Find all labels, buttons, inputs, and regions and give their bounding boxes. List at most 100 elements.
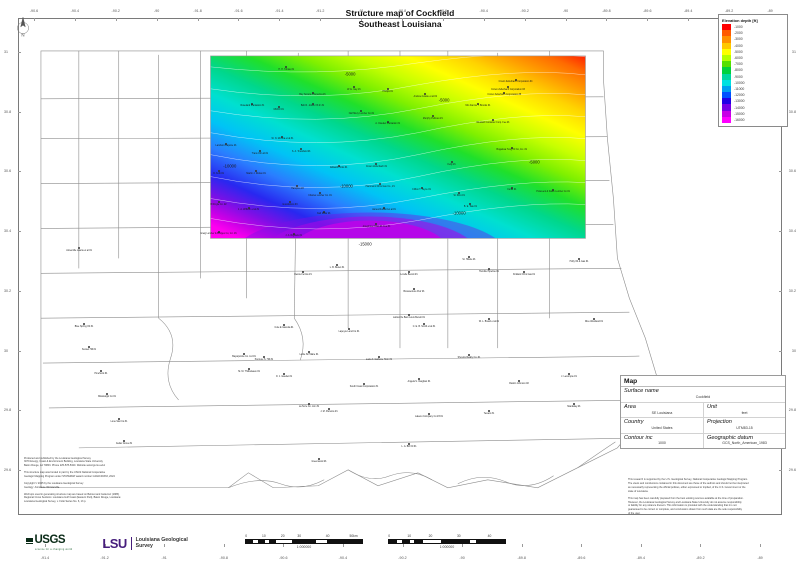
well-point-marker[interactable] [360, 109, 363, 112]
well-point-marker[interactable] [363, 383, 365, 385]
well-point-marker[interactable] [251, 102, 254, 105]
axis-tick-label: -91.8 [193, 9, 202, 13]
axis-tick [164, 544, 165, 547]
well-point-marker[interactable] [578, 258, 580, 260]
well-point-marker[interactable] [378, 356, 380, 358]
well-point-marker[interactable] [217, 201, 220, 204]
lsu-wordmark: LSU [102, 535, 127, 551]
well-point-marker[interactable] [123, 440, 125, 442]
well-point-marker[interactable] [88, 346, 90, 348]
projection-value: UTM83-15 [736, 425, 753, 430]
well-point-marker[interactable] [283, 373, 285, 375]
well-point-marker[interactable] [352, 86, 355, 89]
well-point-marker[interactable] [277, 106, 280, 109]
well-point-marker[interactable] [423, 323, 425, 325]
lsu-logo[interactable]: LSU Louisiana Geological Survey [102, 535, 193, 551]
well-point-marker[interactable] [450, 161, 453, 164]
well-point-marker[interactable] [247, 206, 250, 209]
well-point-marker[interactable] [469, 203, 472, 206]
well-point-marker[interactable] [431, 115, 434, 118]
well-point-marker[interactable] [514, 78, 517, 81]
scalebar-tick-label: 0 [245, 534, 248, 539]
well-point-marker[interactable] [518, 380, 520, 382]
well-point-marker[interactable] [118, 418, 120, 420]
well-point-marker[interactable] [217, 170, 220, 173]
well-point-marker[interactable] [319, 192, 322, 195]
well-point-marker[interactable] [248, 368, 250, 370]
map-info-cell-contour-inc: Contour inc 1000 [621, 434, 703, 448]
well-point-marker[interactable] [408, 314, 410, 316]
well-point-marker[interactable] [281, 135, 284, 138]
well-point-marker[interactable] [488, 410, 490, 412]
map-frame[interactable]: -5000 -5000 -5000 -10000 -10000 -10000 -15000 … [18, 18, 782, 515]
well-point-marker[interactable] [375, 162, 378, 165]
well-point-marker[interactable] [552, 188, 555, 191]
well-point-marker[interactable] [375, 223, 378, 226]
well-point-marker[interactable] [488, 268, 490, 270]
well-point-marker[interactable] [510, 186, 513, 189]
well-point-marker[interactable] [318, 458, 320, 460]
well-point-marker[interactable] [328, 408, 330, 410]
well-point-marker[interactable] [568, 373, 570, 375]
well-point-marker[interactable] [258, 150, 261, 153]
well-point-marker[interactable] [593, 318, 595, 320]
well-point-marker[interactable] [510, 146, 513, 149]
well-point-marker[interactable] [507, 86, 510, 89]
well-point-marker[interactable] [243, 353, 245, 355]
well-point-marker[interactable] [285, 65, 288, 68]
well-point-marker[interactable] [468, 256, 470, 258]
well-point-marker[interactable] [379, 183, 382, 186]
disclaimer-line: The views and conclusions contained in t… [628, 482, 749, 485]
well-point-marker[interactable] [420, 186, 423, 189]
well-point-marker[interactable] [83, 323, 85, 325]
well-point-marker[interactable] [263, 356, 265, 358]
disclaimer-line: This map has been carefully prepared fro… [628, 496, 744, 500]
well-point-marker[interactable] [311, 102, 314, 105]
well-point-marker[interactable] [492, 119, 494, 122]
legend-entry: -7000 [722, 61, 784, 68]
well-point-marker[interactable] [488, 318, 490, 320]
well-point-marker[interactable] [413, 288, 415, 290]
well-point-marker[interactable] [468, 354, 470, 356]
legend-entry: -4000 [722, 42, 784, 49]
well-point-marker[interactable] [408, 271, 410, 273]
well-point-marker[interactable] [283, 324, 285, 326]
well-point-marker[interactable] [408, 443, 410, 445]
axis-tick [279, 18, 280, 21]
well-point-marker[interactable] [225, 142, 228, 145]
well-point-marker[interactable] [476, 102, 479, 105]
well-point-marker[interactable] [322, 210, 325, 213]
well-point-marker[interactable] [386, 120, 389, 123]
well-point-marker[interactable] [296, 184, 299, 187]
well-point-marker[interactable] [308, 403, 310, 405]
well-point-marker[interactable] [336, 264, 338, 266]
well-point-marker[interactable] [106, 393, 108, 395]
well-point-marker[interactable] [300, 148, 303, 151]
well-point-marker[interactable] [255, 170, 258, 173]
well-point-marker[interactable] [418, 378, 420, 380]
well-point-marker[interactable] [288, 201, 291, 204]
usgs-logo[interactable]: USGS science for a changing world [26, 535, 72, 551]
axis-tick-label: -91.6 [234, 9, 243, 13]
well-point-marker[interactable] [348, 328, 350, 330]
well-point-marker[interactable] [573, 403, 575, 405]
scalebar-tick-label: 50km [349, 534, 358, 539]
well-point-marker[interactable] [382, 206, 385, 209]
well-point-marker[interactable] [78, 247, 80, 249]
well-point-marker[interactable] [100, 370, 102, 372]
well-point-marker[interactable] [458, 192, 461, 195]
elevation-legend[interactable]: Elevation depth [ft] -1000 -2000 -3000 -400… [718, 14, 788, 127]
well-point-marker[interactable] [337, 164, 340, 167]
well-point-marker[interactable] [308, 351, 310, 353]
well-point-marker[interactable] [503, 91, 506, 94]
well-point-marker[interactable] [292, 232, 295, 235]
well-point-marker[interactable] [302, 271, 304, 273]
axis-tick [18, 470, 21, 471]
well-point-marker[interactable] [523, 271, 525, 273]
well-point-marker[interactable] [428, 413, 430, 415]
well-point-marker[interactable] [217, 230, 220, 233]
well-point-marker[interactable] [424, 93, 427, 96]
well-point-marker[interactable] [386, 87, 389, 90]
well-point-marker[interactable] [311, 91, 314, 94]
axis-tick [34, 18, 35, 21]
